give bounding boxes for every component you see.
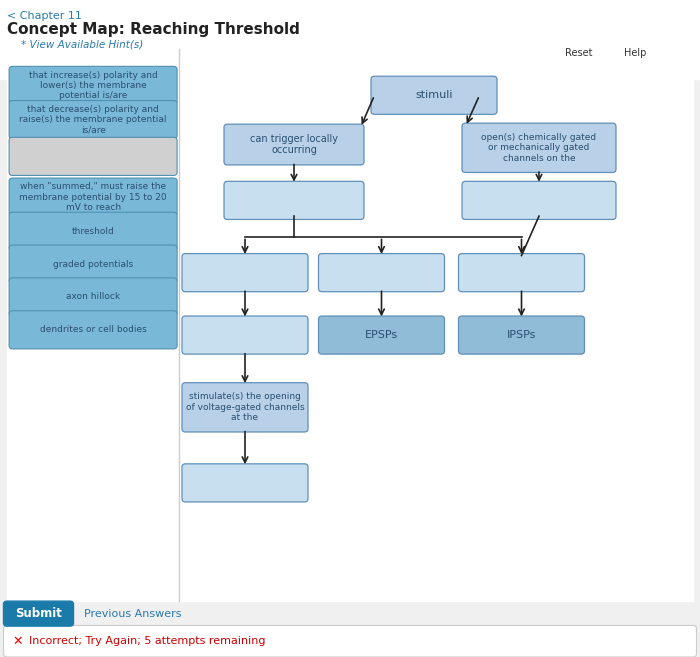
FancyBboxPatch shape: [224, 124, 364, 165]
FancyBboxPatch shape: [462, 124, 616, 172]
Bar: [0, 0, 700, 79]
Text: dendrites or cell bodies: dendrites or cell bodies: [40, 325, 146, 334]
FancyBboxPatch shape: [9, 245, 177, 283]
Bar: [556, 46, 602, 60]
FancyBboxPatch shape: [4, 625, 696, 657]
FancyBboxPatch shape: [9, 278, 177, 316]
FancyBboxPatch shape: [371, 76, 497, 114]
Text: Incorrect; Try Again; 5 attempts remaining: Incorrect; Try Again; 5 attempts remaini…: [29, 636, 266, 646]
Text: stimulate(s) the opening
of voltage-gated channels
at the: stimulate(s) the opening of voltage-gate…: [186, 392, 304, 422]
Bar: [7, 49, 178, 601]
FancyBboxPatch shape: [182, 316, 308, 354]
Text: graded potentials: graded potentials: [53, 260, 133, 269]
FancyBboxPatch shape: [9, 212, 177, 250]
FancyBboxPatch shape: [182, 382, 308, 432]
Text: Submit: Submit: [15, 607, 62, 620]
FancyBboxPatch shape: [9, 101, 177, 139]
FancyBboxPatch shape: [4, 601, 74, 626]
Text: EPSPs: EPSPs: [365, 330, 398, 340]
FancyBboxPatch shape: [318, 316, 444, 354]
FancyBboxPatch shape: [462, 181, 616, 219]
FancyBboxPatch shape: [224, 181, 364, 219]
FancyBboxPatch shape: [182, 464, 308, 502]
Text: threshold: threshold: [71, 227, 115, 236]
Text: < Chapter 11: < Chapter 11: [7, 11, 82, 22]
Text: Previous Answers: Previous Answers: [84, 608, 181, 619]
Text: * View Available Hint(s): * View Available Hint(s): [21, 39, 144, 49]
Text: IPSPs: IPSPs: [507, 330, 536, 340]
Text: ✕: ✕: [13, 635, 22, 648]
FancyBboxPatch shape: [9, 178, 177, 216]
Text: can trigger locally
occurring: can trigger locally occurring: [250, 134, 338, 155]
FancyBboxPatch shape: [458, 254, 584, 292]
FancyBboxPatch shape: [9, 137, 177, 175]
Text: stimuli: stimuli: [415, 90, 453, 101]
Text: Help: Help: [624, 48, 646, 58]
FancyBboxPatch shape: [9, 311, 177, 349]
Text: axon hillock: axon hillock: [66, 292, 120, 302]
Text: that increase(s) polarity and
lower(s) the membrane
potential is/are: that increase(s) polarity and lower(s) t…: [29, 70, 158, 101]
FancyBboxPatch shape: [458, 316, 584, 354]
FancyBboxPatch shape: [318, 254, 444, 292]
Text: Concept Map: Reaching Threshold: Concept Map: Reaching Threshold: [7, 22, 300, 37]
Text: when "summed," must raise the
membrane potential by 15 to 20
mV to reach: when "summed," must raise the membrane p…: [20, 182, 167, 212]
Text: Reset: Reset: [566, 48, 593, 58]
Bar: [7, 49, 693, 601]
Text: that decrease(s) polarity and
raise(s) the membrane potential
is/are: that decrease(s) polarity and raise(s) t…: [20, 104, 167, 135]
FancyBboxPatch shape: [9, 66, 177, 104]
Bar: [612, 46, 658, 60]
Text: open(s) chemically gated
or mechanically gated
channels on the: open(s) chemically gated or mechanically…: [482, 133, 596, 163]
FancyBboxPatch shape: [182, 254, 308, 292]
